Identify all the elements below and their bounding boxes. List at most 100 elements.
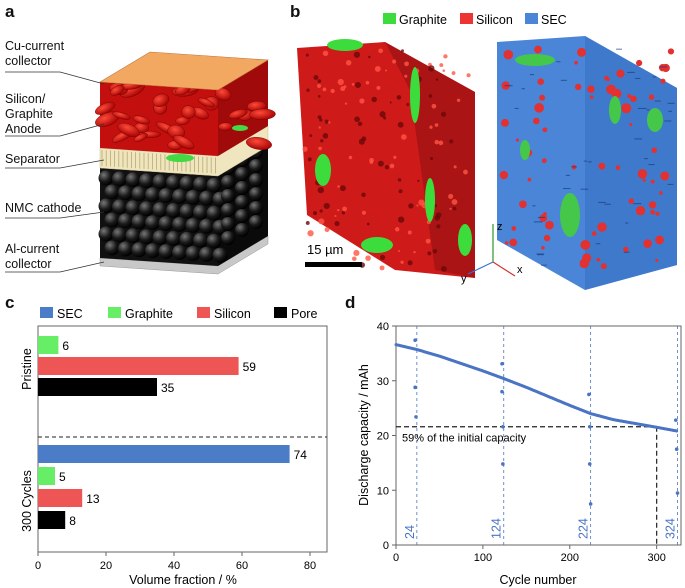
crack-mark <box>627 71 635 73</box>
crack-mark <box>580 188 589 190</box>
cycled-texture <box>499 45 675 270</box>
pore-speckle <box>307 157 312 162</box>
graphite-region <box>361 237 393 253</box>
cycle-marker-label: 124 <box>490 518 504 539</box>
silicon-particle <box>197 97 215 108</box>
chart-c-legend: SEC Graphite Silicon Pore <box>40 307 317 321</box>
anode-particles <box>95 80 276 162</box>
legend-swatch-sec <box>40 307 53 318</box>
silicon-spot <box>596 257 601 262</box>
xyz-axes: z y x <box>461 221 523 285</box>
anode-side <box>218 60 268 156</box>
pore-speckle <box>398 216 405 223</box>
pore-speckle <box>317 186 324 194</box>
bar-label: 6 <box>62 339 69 353</box>
pore-speckle <box>397 178 402 182</box>
cathode-particle <box>158 244 174 260</box>
cathode-particle <box>112 227 127 243</box>
silicon-spot <box>630 95 637 103</box>
pore-speckle <box>334 214 337 218</box>
pore-speckle <box>337 78 344 86</box>
bar-pore <box>38 511 66 529</box>
anode-front <box>100 82 218 156</box>
pore-speckle <box>385 69 388 72</box>
silicon-spot <box>637 169 648 179</box>
bar-graphite <box>38 336 59 354</box>
crack-mark <box>540 264 547 266</box>
bar-pore <box>38 378 157 396</box>
cathode-particle <box>158 216 174 232</box>
crack-mark <box>521 88 525 90</box>
pore-speckle <box>322 50 329 57</box>
silicon-spot <box>648 94 655 100</box>
silicon-spot <box>628 198 635 204</box>
graphite-flake <box>166 154 194 162</box>
legend-sec: SEC <box>57 307 83 321</box>
graphite-region <box>327 39 363 51</box>
silicon-spot <box>615 165 621 170</box>
silicon-particle <box>175 116 190 125</box>
silicon-spot <box>582 253 592 263</box>
pore-speckle <box>417 179 420 182</box>
silicon-particle <box>110 84 125 96</box>
x-tick-label: 200 <box>561 552 579 564</box>
legend-silicon: Silicon <box>214 307 251 321</box>
pore-speckle <box>438 140 444 146</box>
pore-speckle <box>435 78 439 81</box>
silicon-spot <box>533 117 540 125</box>
crack-mark <box>533 221 543 223</box>
silicon-spot <box>504 241 509 245</box>
pore-speckle <box>434 123 439 127</box>
pore-speckle <box>368 55 371 59</box>
chart-d-ticks: 0 100 200 300 0 10 20 30 40 <box>377 321 666 564</box>
cathode-particle <box>199 246 214 262</box>
capacity-point <box>675 429 679 433</box>
label-cathode: NMC cathode <box>5 201 81 215</box>
tomography-volumes: Graphite Silicon SEC 15 µm z y x <box>297 13 677 290</box>
label-al-collector: Al-current collector <box>5 242 60 271</box>
y-tick-label: 0 <box>383 540 389 552</box>
outlier-point <box>500 389 504 394</box>
pore-speckle <box>428 65 435 72</box>
crack-mark <box>654 100 661 102</box>
cathode-particle <box>118 241 133 257</box>
legend-pore: Pore <box>291 307 317 321</box>
silicon-spot <box>616 69 625 78</box>
silicon-spot <box>600 263 607 270</box>
silicon-spot <box>539 94 546 101</box>
pore-speckle <box>313 75 319 80</box>
outlier-point <box>501 462 505 466</box>
battery-schematic: Cu-current collector Silicon/Graphite Anod… <box>5 39 276 275</box>
pore-speckle <box>429 125 433 129</box>
silicon-particle <box>214 87 231 101</box>
cathode-particle <box>166 175 181 190</box>
cathode-particle <box>249 173 263 187</box>
silicon-spot <box>511 226 517 231</box>
crack-mark <box>571 166 577 168</box>
cathode-particle <box>221 175 235 189</box>
pore-speckle <box>394 227 400 232</box>
cathode-particle <box>172 245 187 260</box>
pore-speckle <box>406 103 410 107</box>
bar-label: 59 <box>243 360 257 374</box>
pore-speckle <box>330 88 335 94</box>
silicon-spot <box>659 191 663 195</box>
pore-speckle <box>309 134 313 137</box>
x-tick-label: 60 <box>236 560 248 572</box>
silicon-particle <box>173 135 195 150</box>
x-tick-label: 100 <box>474 552 492 564</box>
silicon-particle <box>117 122 140 137</box>
cycled-volume-side <box>585 36 677 290</box>
cathode-particle <box>118 213 133 229</box>
silicon-spot <box>541 246 545 250</box>
crack-mark <box>652 76 657 78</box>
cu-collector-layer <box>99 51 269 91</box>
cathode-particle <box>179 231 195 247</box>
silicon-spot <box>651 147 658 154</box>
cathode-particle <box>104 240 120 256</box>
crack-mark <box>648 164 655 166</box>
cathode-particle <box>172 217 187 232</box>
cathode-particle <box>206 177 222 193</box>
outlier-point <box>587 424 592 429</box>
pore-speckle <box>404 61 409 67</box>
